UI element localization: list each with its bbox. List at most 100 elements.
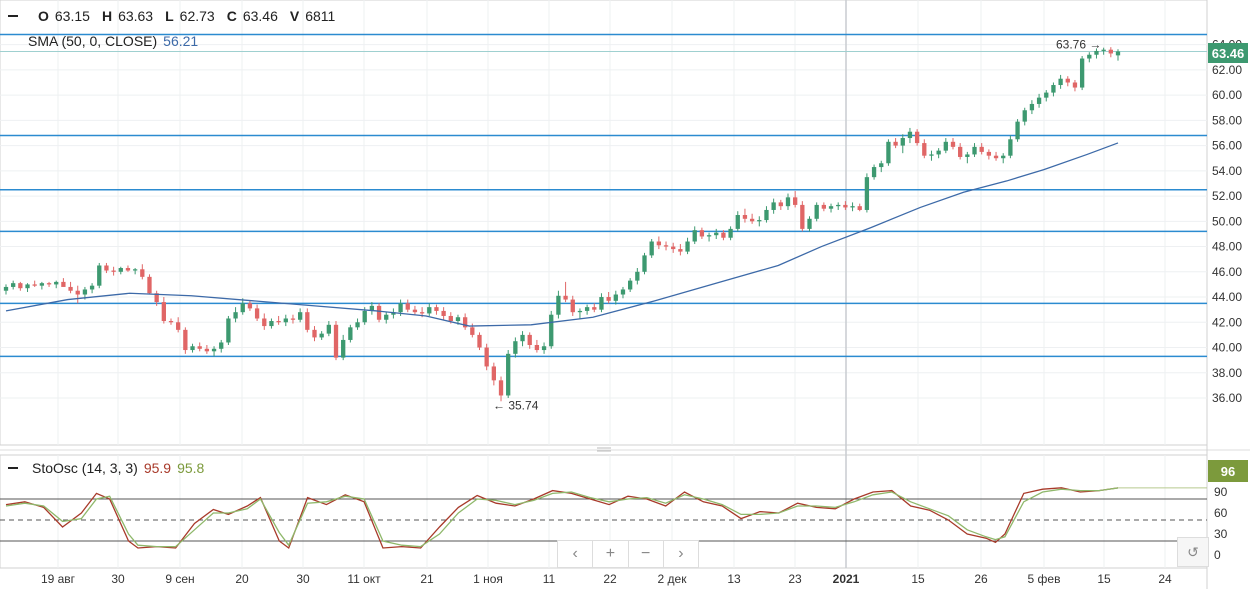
x-tick-label: 30 — [111, 572, 125, 586]
candle-body — [943, 141, 948, 151]
candle — [32, 280, 37, 287]
candle-body — [132, 269, 138, 271]
stoosc-toggle-icon[interactable] — [8, 467, 18, 469]
x-tick-label: 2 дек — [658, 572, 688, 586]
y-tick-label: 54.00 — [1212, 164, 1242, 178]
candle-body — [857, 206, 862, 210]
candle-body — [714, 232, 719, 236]
candle-body — [1072, 82, 1078, 88]
candle-body — [448, 315, 453, 322]
candle — [46, 281, 52, 287]
series-toggle-icon[interactable] — [8, 15, 18, 17]
candle — [1051, 82, 1056, 97]
candle — [262, 313, 267, 330]
candle — [828, 203, 834, 213]
y-tick-label: 46.00 — [1212, 265, 1242, 279]
candle — [599, 293, 604, 313]
candle — [656, 236, 662, 250]
main-pane-frame — [0, 0, 1208, 446]
candle-body — [1015, 121, 1020, 140]
candle-body — [470, 327, 475, 335]
scroll-left-button[interactable]: ‹ — [558, 541, 594, 567]
candle-body — [556, 295, 561, 315]
candle — [871, 164, 877, 180]
y-tick-label: 58.00 — [1212, 113, 1242, 127]
reset-chart-button[interactable]: ↺ — [1177, 537, 1209, 567]
candle — [513, 337, 518, 358]
candle-body — [922, 143, 927, 156]
candle-body — [89, 285, 95, 290]
x-tick-label: 11 — [543, 572, 556, 586]
candle-body — [46, 283, 52, 285]
candle — [269, 318, 274, 329]
candle-body — [419, 312, 425, 314]
candle — [197, 342, 202, 352]
candle — [211, 346, 217, 357]
candle-body — [958, 146, 963, 157]
volume-label: V — [289, 8, 300, 24]
candle-body — [592, 307, 597, 310]
candle-body — [1079, 58, 1085, 88]
candle-body — [434, 307, 439, 311]
close-label: C — [226, 8, 237, 24]
y-tick-label: 52.00 — [1212, 189, 1242, 203]
candle — [735, 211, 740, 232]
candle-body — [1115, 51, 1121, 56]
candle-body — [1001, 155, 1006, 159]
candle-body — [993, 155, 999, 159]
candle — [549, 310, 554, 349]
candle — [290, 314, 296, 324]
candle — [369, 302, 375, 315]
x-tick-label: 5 фев — [1028, 572, 1061, 586]
candle-body — [405, 303, 410, 310]
candle-body — [226, 318, 231, 343]
pane-resize-handle[interactable] — [597, 447, 611, 452]
close-value: 63.46 — [242, 8, 278, 24]
candle — [850, 202, 855, 212]
candle — [757, 216, 762, 227]
stoosc-label: StoOsc (14, 3, 3) — [32, 460, 138, 476]
candle-body — [527, 334, 532, 345]
high-annotation: 63.76 → — [1056, 38, 1101, 52]
candle — [570, 295, 575, 316]
candle — [341, 334, 346, 361]
zoom-in-button[interactable]: + — [593, 541, 629, 567]
candle — [233, 307, 238, 323]
candle-body — [477, 334, 482, 348]
candle-body — [269, 321, 274, 327]
candle-body — [793, 197, 798, 205]
candle-body — [384, 314, 389, 320]
candle-body — [362, 310, 367, 323]
candle-body — [1044, 92, 1049, 98]
candle-body — [491, 366, 496, 381]
candle — [125, 265, 131, 272]
zoom-out-button[interactable]: − — [629, 541, 664, 567]
candle — [1044, 90, 1049, 102]
candle-body — [821, 204, 827, 209]
candle — [204, 344, 210, 354]
candle — [39, 281, 45, 290]
candle-body — [462, 317, 468, 328]
y-tick-label: 44.00 — [1212, 290, 1242, 304]
candle-body — [778, 202, 783, 207]
candle — [1087, 52, 1092, 63]
candle-body — [613, 294, 618, 301]
candle-body — [118, 268, 123, 272]
candle — [972, 143, 977, 157]
y-tick-label: 42.00 — [1212, 315, 1242, 329]
candle — [836, 202, 841, 210]
candle-body — [541, 346, 547, 351]
candle-body — [147, 276, 152, 294]
candle — [75, 285, 80, 304]
candle — [671, 242, 676, 253]
candle — [434, 304, 439, 315]
candle-body — [140, 269, 145, 277]
candle — [556, 290, 561, 319]
scroll-right-button[interactable]: › — [678, 545, 684, 562]
candle — [427, 303, 432, 316]
chart-navigation: ‹ + − › — [557, 540, 699, 568]
candle — [993, 151, 999, 161]
candle-body — [125, 268, 131, 271]
candle — [900, 134, 905, 154]
